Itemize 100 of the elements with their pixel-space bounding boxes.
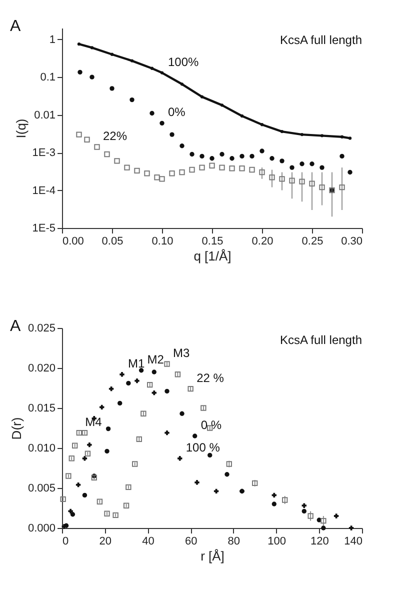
point	[240, 488, 244, 494]
point	[178, 456, 182, 461]
point	[123, 502, 130, 508]
point	[302, 508, 306, 514]
annotation: M1	[128, 356, 145, 370]
point	[194, 480, 200, 485]
point	[200, 405, 206, 411]
point	[106, 426, 111, 432]
x-tick-label: 0.30	[341, 236, 362, 248]
point	[126, 380, 131, 386]
y-tick-label: 1E-4	[32, 184, 56, 197]
point	[104, 448, 110, 454]
y-axis-title: D(r)	[8, 417, 24, 440]
x-tick-label: 0.10	[152, 236, 174, 248]
point	[224, 472, 230, 477]
x-tick-label: 0.05	[102, 236, 124, 248]
point	[120, 372, 124, 377]
y-tick-label: 0.005	[28, 482, 56, 494]
x-tick-label: 60	[184, 536, 198, 548]
x-tick-label: 0.00	[62, 236, 84, 248]
point	[132, 461, 138, 467]
point	[136, 436, 142, 442]
y-tick-label: 0.025	[28, 322, 56, 334]
annotation: M2	[147, 352, 164, 366]
point	[180, 411, 184, 416]
annotation: 100 %	[186, 440, 220, 454]
point	[76, 430, 82, 436]
x-tick-label: 80	[228, 536, 240, 548]
point	[87, 442, 92, 448]
y-tick-label: 0.1	[40, 72, 56, 84]
annotation: M3	[173, 346, 190, 360]
point	[226, 461, 232, 467]
point	[72, 442, 78, 448]
text: A	[10, 18, 21, 35]
x-tick-label: 40	[142, 536, 154, 548]
point	[272, 502, 276, 506]
y-tick-label: 0.015	[28, 402, 56, 414]
point	[96, 498, 103, 504]
point	[134, 378, 140, 384]
point	[60, 496, 66, 502]
x-tick-label: 0.20	[252, 236, 274, 248]
y-tick-label: 1E-5	[32, 222, 56, 234]
point	[152, 390, 156, 396]
point	[104, 510, 110, 516]
y-tick-label: 0.020	[28, 362, 56, 374]
x-tick-label: 100	[268, 536, 286, 548]
point	[118, 400, 122, 406]
point	[321, 526, 326, 530]
point	[82, 430, 88, 436]
annotation: 0%	[168, 105, 186, 120]
text: A	[10, 318, 21, 335]
point	[320, 518, 326, 524]
point	[84, 450, 91, 456]
x-tick-label: 0.25	[302, 236, 324, 248]
annotation: 22%	[103, 129, 128, 144]
point	[174, 372, 181, 378]
point	[164, 388, 170, 394]
y-tick-label: 1E-3	[32, 147, 56, 160]
y-axis-title: I(q)	[13, 118, 28, 138]
x-tick-label: 140	[344, 536, 362, 548]
x-tick-label: 120	[310, 536, 329, 548]
point	[164, 361, 170, 367]
point	[272, 492, 276, 498]
y-tick-label: 0.010	[28, 442, 56, 454]
annotation: 100%	[168, 54, 200, 69]
y-tick-label: 0.01	[34, 109, 56, 122]
annotation: 22 %	[196, 370, 224, 385]
point	[348, 526, 354, 530]
point	[126, 484, 132, 490]
point	[308, 513, 314, 519]
point	[138, 368, 144, 373]
annotation: 0 %	[200, 418, 222, 432]
point	[282, 497, 288, 503]
x-tick-label: 0	[62, 536, 69, 548]
point	[147, 382, 153, 388]
point	[112, 512, 118, 518]
point	[252, 480, 258, 486]
point	[208, 452, 212, 458]
point	[100, 404, 104, 410]
x-tick-label: 20	[99, 536, 112, 548]
point	[68, 508, 73, 514]
annotation: M4	[85, 414, 102, 429]
point	[302, 503, 306, 508]
y-tick-label: 1	[49, 34, 56, 46]
point	[164, 430, 170, 436]
annotation: KcsA full length	[280, 33, 362, 47]
x-tick-label: 0.15	[202, 236, 224, 248]
point	[82, 492, 88, 498]
x-axis-title: q [1/Å]	[194, 248, 232, 264]
x-axis-title: r [Å]	[200, 548, 224, 564]
point	[192, 434, 198, 438]
point	[188, 386, 194, 392]
annotation: KcsA full length	[280, 333, 362, 347]
point	[70, 512, 76, 517]
point	[152, 370, 156, 374]
point	[140, 410, 146, 416]
point	[66, 473, 72, 479]
point	[68, 456, 74, 462]
point	[334, 514, 339, 518]
y-tick-label: 0.000	[28, 522, 56, 534]
